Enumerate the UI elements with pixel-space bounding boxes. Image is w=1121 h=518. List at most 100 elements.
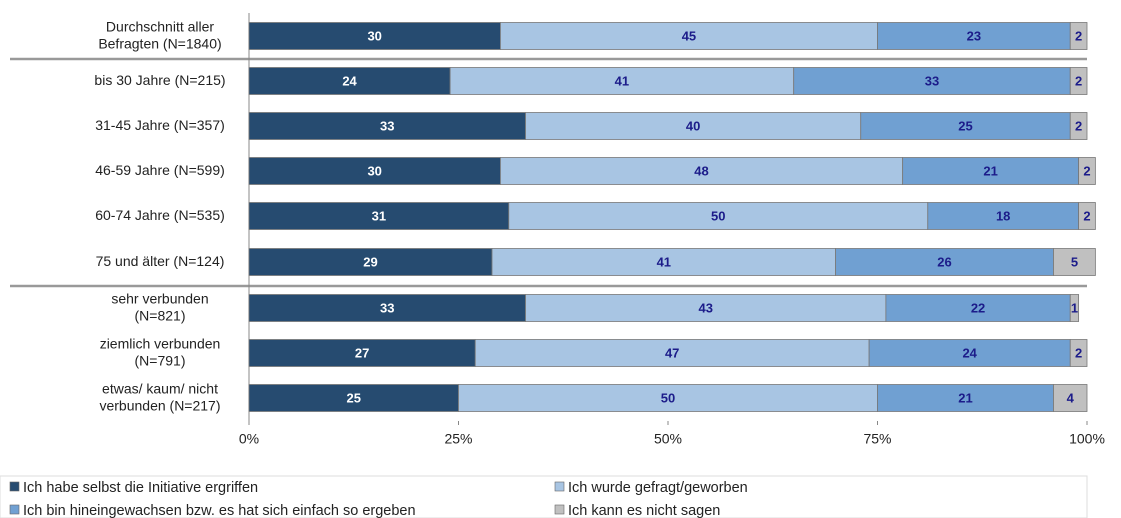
bar-segment <box>248 112 526 140</box>
legend-swatch <box>9 504 20 515</box>
bar-segment <box>248 67 451 95</box>
value-label: 18 <box>996 208 1010 223</box>
category-label: bis 30 Jahre (N=215) <box>94 72 225 88</box>
value-label: 45 <box>682 28 696 43</box>
category-label: 31-45 Jahre (N=357) <box>95 117 225 133</box>
bar-segment <box>1078 202 1096 230</box>
value-label: 2 <box>1075 118 1082 133</box>
category-line: Befragten (N=1840) <box>98 35 221 51</box>
bar-segment <box>248 339 476 367</box>
bar-segment <box>248 384 459 412</box>
x-tick-label: 25% <box>444 431 472 447</box>
x-tick-label: 100% <box>1069 431 1105 447</box>
bar-segment <box>860 112 1071 140</box>
value-label: 43 <box>698 300 712 315</box>
value-label: 21 <box>983 163 997 178</box>
category-label: 60-74 Jahre (N=535) <box>95 207 225 223</box>
value-label: 5 <box>1071 254 1078 269</box>
category-label: sehr verbunden (N=821) <box>111 290 208 323</box>
value-label: 33 <box>380 118 394 133</box>
bar-segment <box>499 22 878 50</box>
bar-segment <box>1069 294 1080 322</box>
category-line: 75 und älter (N=124) <box>96 253 225 269</box>
value-label: 2 <box>1083 208 1090 223</box>
bar-segment <box>248 294 526 322</box>
bar-segment <box>449 67 795 95</box>
bar-segment <box>248 22 501 50</box>
bar-segment <box>1053 384 1088 412</box>
bar-segment <box>885 294 1071 322</box>
legend-swatch <box>554 481 565 492</box>
category-line: etwas/ kaum/ nicht <box>102 380 218 396</box>
value-label: 26 <box>937 254 951 269</box>
category-line: (N=791) <box>135 352 186 368</box>
legend-box <box>0 475 1088 518</box>
value-label: 33 <box>925 73 939 88</box>
category-label: 75 und älter (N=124) <box>96 253 225 269</box>
category-line: 31-45 Jahre (N=357) <box>95 117 225 133</box>
legend-swatch <box>9 481 20 492</box>
value-label: 24 <box>342 73 357 88</box>
x-tick-label: 75% <box>863 431 891 447</box>
category-label: etwas/ kaum/ nicht verbunden (N=217) <box>99 380 220 413</box>
value-label: 41 <box>615 73 629 88</box>
category-label: 46-59 Jahre (N=599) <box>95 162 225 178</box>
bar-segment <box>877 384 1054 412</box>
bar-segment <box>902 157 1080 185</box>
category-line: Durchschnitt aller <box>106 18 214 34</box>
value-label: 22 <box>971 300 985 315</box>
bar-segment <box>491 248 836 276</box>
bar-segment <box>1069 112 1088 140</box>
bar-segment <box>1078 157 1096 185</box>
legend-label: Ich bin hineingewachsen bzw. es hat sich… <box>23 503 416 518</box>
value-label: 50 <box>661 390 675 405</box>
value-label: 27 <box>355 345 369 360</box>
value-label: 21 <box>958 390 972 405</box>
value-label: 2 <box>1083 163 1090 178</box>
legend-label: Ich kann es nicht sagen <box>568 503 720 518</box>
value-label: 50 <box>711 208 725 223</box>
value-label: 29 <box>363 254 377 269</box>
bar-segment <box>458 384 878 412</box>
category-line: 60-74 Jahre (N=535) <box>95 207 225 223</box>
value-label: 48 <box>694 163 708 178</box>
value-label: 47 <box>665 345 679 360</box>
value-label: 2 <box>1075 28 1082 43</box>
value-label: 25 <box>958 118 972 133</box>
value-label: 40 <box>686 118 700 133</box>
value-label: 30 <box>367 163 381 178</box>
category-line: bis 30 Jahre (N=215) <box>94 72 225 88</box>
category-line: sehr verbunden <box>111 290 208 306</box>
bar-segment <box>499 157 904 185</box>
value-label: 33 <box>380 300 394 315</box>
bar-segment <box>835 248 1054 276</box>
value-label: 2 <box>1075 73 1082 88</box>
bar-segment <box>525 112 862 140</box>
value-label: 41 <box>657 254 671 269</box>
value-label: 2 <box>1075 345 1082 360</box>
legend-label: Ich habe selbst die Initiative ergriffen <box>23 480 258 496</box>
value-label: 30 <box>367 28 381 43</box>
bar-segment <box>248 202 510 230</box>
bar-segment <box>868 339 1071 367</box>
category-line: ziemlich verbunden <box>100 335 221 351</box>
category-line: (N=821) <box>135 307 186 323</box>
bar-segment <box>1053 248 1096 276</box>
bar-segment <box>1069 22 1088 50</box>
value-label: 24 <box>962 345 977 360</box>
value-label: 4 <box>1067 390 1075 405</box>
value-label: 31 <box>372 208 386 223</box>
value-label: 25 <box>347 390 361 405</box>
legend-label: Ich wurde gefragt/geworben <box>568 480 748 496</box>
bar-segment <box>877 22 1071 50</box>
bar-segment <box>1069 339 1088 367</box>
bar-segment <box>248 248 493 276</box>
value-label: 1 <box>1071 300 1078 315</box>
bar-segment <box>1069 67 1088 95</box>
value-label: 23 <box>967 28 981 43</box>
category-label: ziemlich verbunden (N=791) <box>100 335 221 368</box>
x-tick-label: 50% <box>654 431 682 447</box>
category-line: 46-59 Jahre (N=599) <box>95 162 225 178</box>
legend-swatch <box>554 504 565 515</box>
